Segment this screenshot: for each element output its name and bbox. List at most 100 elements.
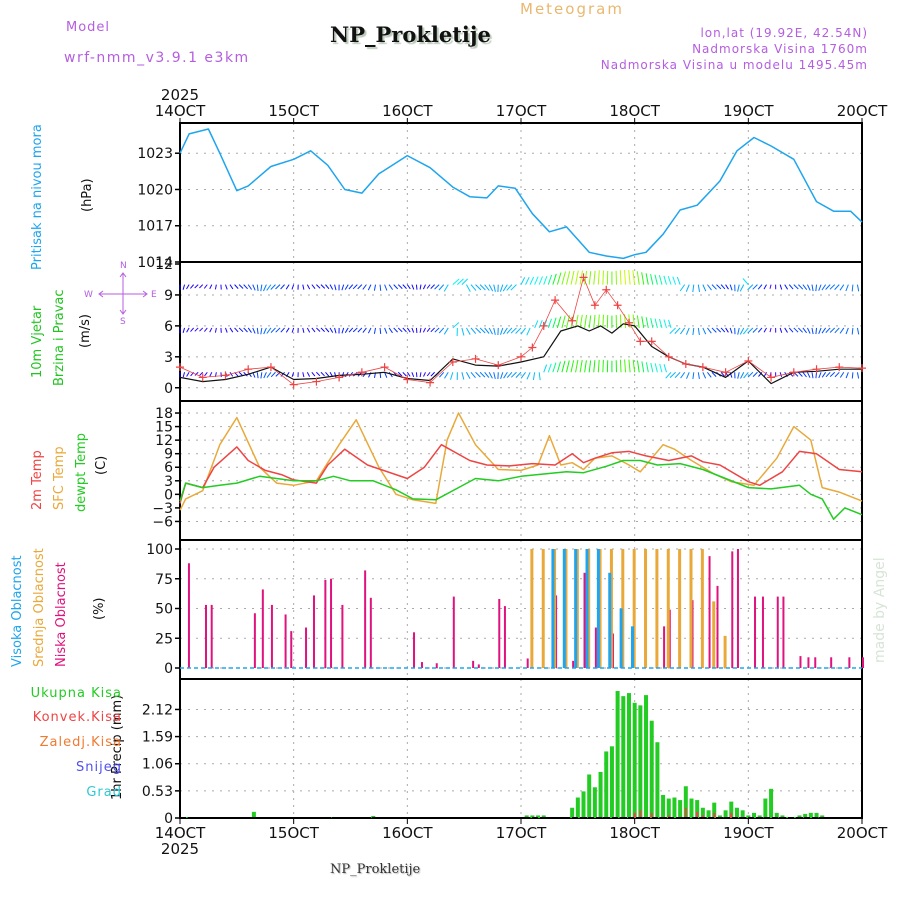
precip-total-bar [797, 815, 802, 818]
wind-arrow [763, 372, 767, 377]
wind-arrow [190, 284, 195, 289]
cloud-mid-bar [621, 549, 625, 668]
legend-frz-rain: Zaledj.Kisa [39, 735, 122, 750]
wind-arrow [357, 284, 363, 290]
wind-arrow [663, 364, 667, 373]
wind-arrow [434, 284, 440, 290]
wind-arrow [260, 327, 263, 335]
wind-arrow [758, 371, 763, 377]
wind-arrow [325, 371, 330, 377]
wind-arrow [484, 284, 490, 291]
wind-arrow [238, 284, 244, 289]
wind-arrow [802, 327, 807, 334]
wind-arrow [851, 327, 854, 335]
cloud-low-bar [830, 657, 833, 668]
wind-arrow [470, 327, 477, 334]
wind-arrow [344, 284, 349, 290]
wind-arrow [526, 372, 531, 380]
wind-arrow [402, 371, 407, 377]
wind-arrow [393, 327, 398, 333]
model-version: wrf-nmm_v3.9.1 e3km [64, 50, 250, 66]
wind-arrow [438, 327, 445, 334]
precip-total-bar [706, 810, 711, 818]
wind-arrow [692, 284, 695, 293]
x-tick-label-top: 18OCT [609, 102, 660, 120]
lonlat: lon,lat (19.92E, 42.54N) [700, 26, 868, 40]
wind-arrow [845, 284, 849, 292]
wind-arrow [247, 327, 252, 333]
wind-arrow [384, 284, 388, 291]
wind-arrow [821, 371, 827, 378]
y-tick-label: 12 [155, 257, 173, 273]
wind-arrow [680, 371, 686, 379]
y-tick-label: 9 [164, 447, 173, 463]
wind-arrow [636, 315, 640, 329]
wind-arrow [561, 271, 566, 285]
wind-arrow [411, 284, 415, 290]
wind-arrow [543, 364, 548, 373]
y-tick-label: 1.06 [142, 757, 173, 773]
y-tick-label: 0 [164, 487, 173, 503]
wind-arrow [325, 327, 330, 333]
wind-arrow [593, 270, 596, 285]
model-elevation: Nadmorska Visina u modelu 1495.45m [600, 58, 868, 72]
wind-arrow [256, 284, 259, 292]
wind-arrow [588, 271, 592, 285]
wind-arrow [500, 327, 504, 335]
x-tick-label-top: 20OCT [837, 102, 888, 120]
wind-arrow [461, 278, 469, 285]
precip-total-bar [717, 815, 722, 818]
wind-arrow [393, 284, 399, 290]
wind-arrow [186, 327, 190, 333]
wind-arrow [711, 284, 717, 290]
cloud-low-bar [270, 604, 273, 668]
cloud-low-bar [807, 657, 810, 668]
wind-arrow [685, 284, 690, 292]
precip-total-bar [757, 815, 762, 818]
wind-arrow [388, 327, 393, 334]
cloud-high-bar [619, 608, 623, 668]
wind-arrow [466, 372, 471, 379]
wind-arrow [320, 327, 325, 332]
wind-arrow [628, 270, 631, 285]
wind-arrow [829, 371, 836, 377]
wind-arrow [556, 316, 562, 329]
y-tick-label: 12 [155, 433, 173, 449]
wind-arrow [415, 284, 418, 290]
wind-arrow [229, 327, 234, 333]
wind-arrow [565, 271, 571, 285]
wind-arrow [725, 327, 729, 333]
wind-arrow [510, 371, 517, 378]
wind-arrow [229, 372, 234, 377]
wind-arrow [692, 327, 695, 336]
wind-arrow [679, 327, 686, 335]
compass-w: W [84, 290, 93, 300]
wind-arrow [534, 276, 539, 285]
cloud-mid-bar [678, 549, 682, 668]
wind-arrow [806, 327, 811, 334]
wind-arrow [334, 284, 337, 291]
wind-arrow [747, 284, 754, 291]
cloud-mid-bar [530, 549, 534, 668]
wind-arrow [579, 359, 583, 373]
wind-arrow [500, 372, 504, 379]
wind-arrow [697, 327, 700, 335]
wind-arrow [461, 372, 465, 380]
wind-arrow [815, 284, 818, 292]
wind-arrow [784, 327, 788, 333]
wind-arrow [430, 371, 435, 377]
cloud-low-bar [736, 549, 739, 668]
wind-arrow [238, 327, 244, 333]
wind-arrow [311, 284, 316, 290]
wind-arrow [641, 361, 645, 373]
precip-total-bar [678, 800, 683, 818]
wind-arrow [316, 327, 321, 332]
wind-arrow [484, 371, 490, 378]
y-tick-label: −3 [152, 501, 173, 517]
wind-arrow [444, 372, 449, 379]
wind-arrow [561, 315, 566, 329]
wind-arrow [797, 327, 803, 333]
wind-arrow [602, 359, 604, 373]
wind-arrow [697, 372, 700, 379]
